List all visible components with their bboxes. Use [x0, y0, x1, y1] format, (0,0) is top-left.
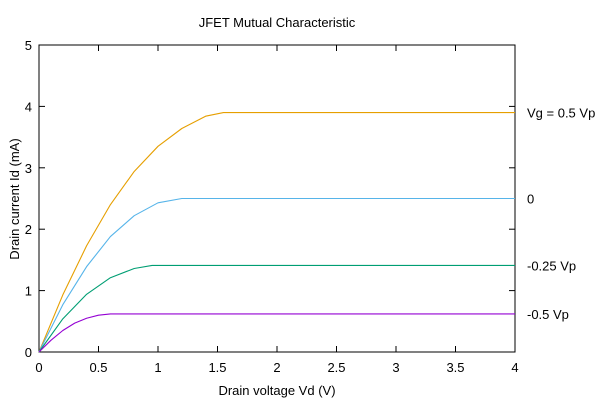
series-line: [38, 111, 515, 353]
x-axis-ticks: 0 0.5 1 1.5 2 2.5 3 3.5 4: [35, 45, 519, 375]
y-tick-label: 0: [25, 345, 32, 360]
x-tick-label: 3: [392, 360, 399, 375]
y-tick-label: 1: [25, 284, 32, 299]
series-label: 0: [527, 192, 534, 207]
y-tick-label: 5: [25, 38, 32, 53]
y-axis-ticks: 0 1 2 3 4 5: [25, 38, 515, 360]
x-axis-label: Drain voltage Vd (V): [218, 383, 335, 398]
y-tick-label: 3: [25, 161, 32, 176]
x-tick-label: 2.5: [327, 360, 345, 375]
y-axis-label: Drain current Id (mA): [7, 138, 22, 259]
y-tick-label: 2: [25, 222, 32, 237]
series-label: Vg = 0.5 Vp: [527, 106, 595, 121]
x-tick-label: 4: [511, 360, 518, 375]
series-line: [38, 197, 515, 353]
series-label: -0.5 Vp: [527, 307, 569, 322]
x-tick-label: 3.5: [446, 360, 464, 375]
chart-title: JFET Mutual Characteristic: [199, 15, 356, 30]
x-tick-label: 1.5: [208, 360, 226, 375]
x-tick-label: 1: [154, 360, 161, 375]
series-labels: Vg = 0.5 Vp 0 -0.25 Vp -0.5 Vp: [527, 106, 595, 322]
series-line: [38, 264, 515, 353]
x-tick-label: 0.5: [89, 360, 107, 375]
series-layer: [38, 111, 515, 353]
x-tick-label: 2: [273, 360, 280, 375]
series-label: -0.25 Vp: [527, 258, 576, 273]
y-tick-label: 4: [25, 99, 32, 114]
x-tick-label: 0: [35, 360, 42, 375]
series-line: [38, 313, 515, 353]
